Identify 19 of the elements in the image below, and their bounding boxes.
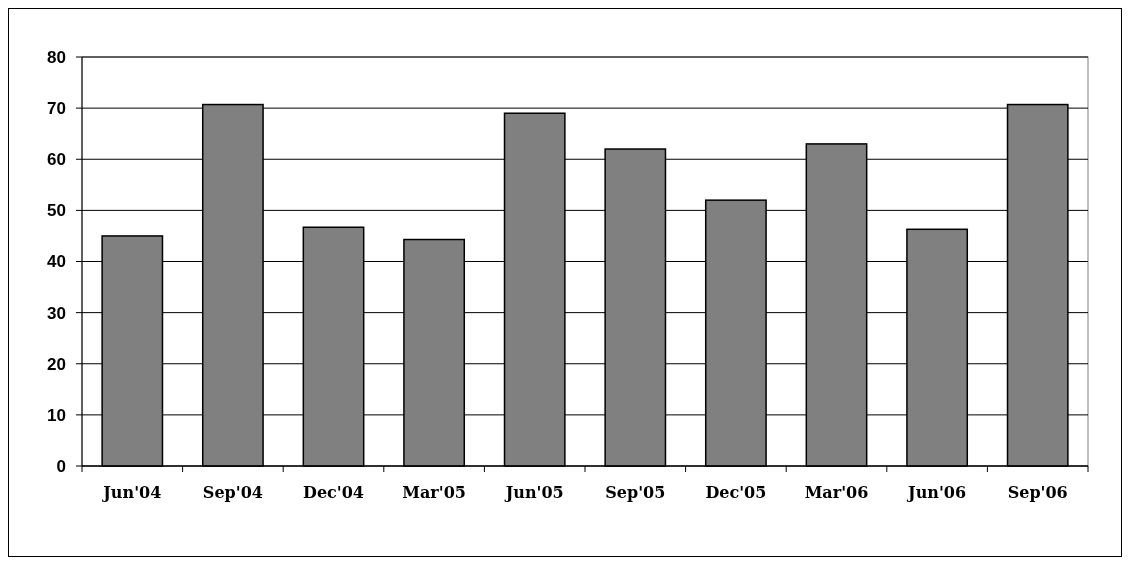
y-tick-label: 0 xyxy=(56,456,66,476)
y-tick-label: 50 xyxy=(47,201,66,221)
x-tick-label: Sep'06 xyxy=(1007,483,1068,502)
y-tick-label: 70 xyxy=(47,99,66,119)
y-tick-label: 60 xyxy=(47,150,66,170)
x-tick-label: Jun'05 xyxy=(503,483,564,502)
y-tick-label: 20 xyxy=(47,354,66,374)
x-tick-label: Jun'04 xyxy=(101,483,162,502)
y-tick-label: 80 xyxy=(47,47,66,67)
y-tick-label: 40 xyxy=(47,252,66,272)
y-tick-label: 30 xyxy=(47,303,66,323)
x-tick-label: Sep'04 xyxy=(202,483,263,502)
x-tick-label: Sep'05 xyxy=(605,483,666,502)
x-tick-label: Mar'06 xyxy=(804,483,869,502)
x-tick-label: Jun'06 xyxy=(906,483,967,502)
x-tick-label: Mar'05 xyxy=(402,483,466,502)
x-tick-label: Dec'04 xyxy=(303,483,364,502)
y-tick-label: 10 xyxy=(47,405,66,425)
x-tick-label: Dec'05 xyxy=(705,483,767,502)
